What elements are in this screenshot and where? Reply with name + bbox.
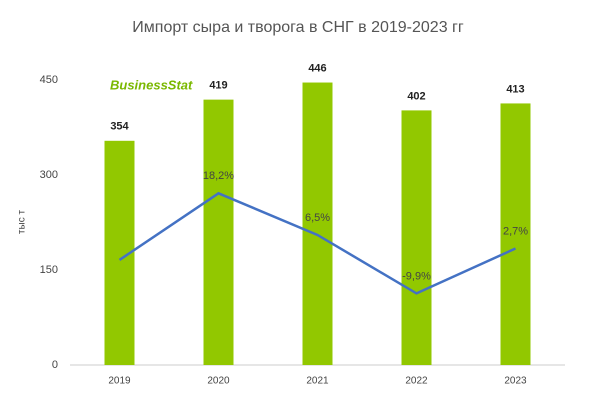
bar <box>203 99 234 365</box>
x-tick-label: 2022 <box>405 376 428 387</box>
y-tick-label: 300 <box>40 169 58 181</box>
y-tick-label: 0 <box>52 359 58 371</box>
bar <box>401 110 432 366</box>
x-tick-label: 2020 <box>207 376 230 387</box>
y-tick-label: 150 <box>40 264 58 276</box>
bar <box>500 103 531 365</box>
line-value-label: 18,2% <box>203 170 234 182</box>
x-tick-label: 2019 <box>108 376 131 387</box>
bar-value-label: 446 <box>308 62 326 74</box>
y-axis-label: тыс т <box>17 210 28 235</box>
logo: BusinessStat <box>110 77 193 92</box>
line-value-label: 6,5% <box>305 212 330 224</box>
x-tick-label: 2021 <box>306 376 329 387</box>
x-tick-label: 2023 <box>504 376 527 387</box>
line-value-label: 2,7% <box>503 225 528 237</box>
line <box>118 191 517 295</box>
bar <box>302 82 333 366</box>
bar-value-label: 419 <box>209 80 227 92</box>
chart-title: Импорт сыра и творога в СНГ в 2019-2023 … <box>132 19 464 36</box>
bar-value-label: 402 <box>407 90 425 102</box>
bar-value-label: 413 <box>506 83 524 95</box>
bar-value-label: 354 <box>110 121 129 133</box>
y-tick-label: 450 <box>40 74 58 86</box>
line-value-label: -9,9% <box>402 270 431 282</box>
